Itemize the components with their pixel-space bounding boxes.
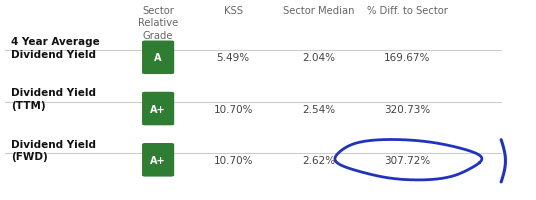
Text: Sector
Relative
Grade: Sector Relative Grade [138,6,178,41]
Text: A: A [154,53,162,63]
Text: Dividend Yield
(FWD): Dividend Yield (FWD) [11,139,96,161]
Text: % Diff. to Sector: % Diff. to Sector [367,6,448,16]
Text: 169.67%: 169.67% [384,53,430,63]
Text: 4 Year Average
Dividend Yield: 4 Year Average Dividend Yield [11,37,100,59]
Text: 2.62%: 2.62% [302,155,336,165]
Text: 307.72%: 307.72% [384,155,430,165]
Text: KSS: KSS [224,6,243,16]
Text: 10.70%: 10.70% [213,104,253,114]
Text: 5.49%: 5.49% [217,53,250,63]
Text: 320.73%: 320.73% [384,104,430,114]
FancyBboxPatch shape [142,92,174,126]
Text: A+: A+ [150,155,166,165]
Text: A+: A+ [150,104,166,114]
Text: 2.54%: 2.54% [302,104,336,114]
FancyBboxPatch shape [142,41,174,75]
Text: Dividend Yield
(TTM): Dividend Yield (TTM) [11,88,96,110]
Text: 2.04%: 2.04% [302,53,336,63]
FancyBboxPatch shape [142,143,174,177]
Text: 10.70%: 10.70% [213,155,253,165]
Text: Sector Median: Sector Median [283,6,355,16]
